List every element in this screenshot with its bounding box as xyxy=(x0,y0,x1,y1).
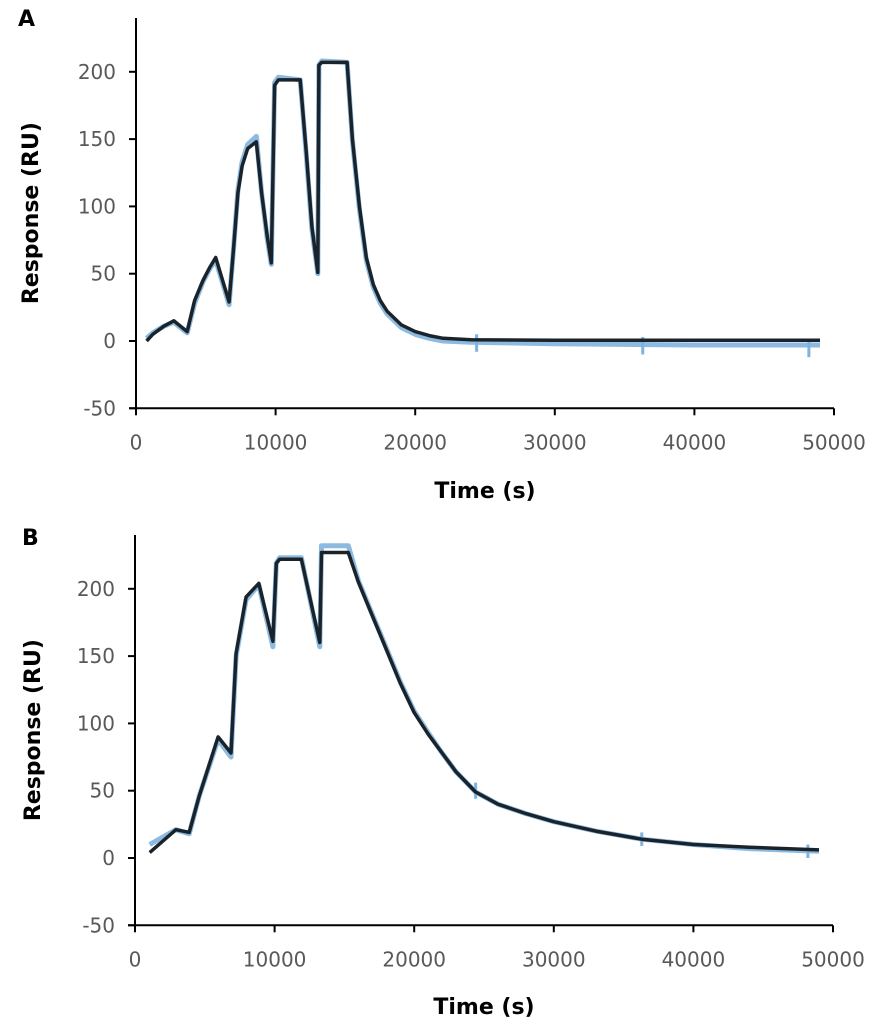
x-tick-label: 40000 xyxy=(662,947,726,971)
y-tick-label: 200 xyxy=(77,577,115,601)
y-tick-label: 100 xyxy=(77,711,115,735)
x-tick-label: 40000 xyxy=(663,430,727,454)
x-tick-label: 20000 xyxy=(382,947,446,971)
fit-series-line xyxy=(145,60,820,343)
y-tick-label: 0 xyxy=(102,846,115,870)
y-tick-label: 100 xyxy=(78,194,116,218)
x-axis-title: Time (s) xyxy=(433,995,534,1020)
x-tick-label: 10000 xyxy=(243,947,307,971)
x-tick-label: 30000 xyxy=(523,430,587,454)
y-tick-label: -50 xyxy=(82,913,115,937)
y-axis-title: Response (RU) xyxy=(21,639,46,821)
x-tick-label: 0 xyxy=(129,947,142,971)
x-tick-label: 50000 xyxy=(802,430,866,454)
y-tick-label: 150 xyxy=(78,127,116,151)
panel-a: A -50 0 50 100 150 200 0 10000 20000 30000 40000 500… xyxy=(18,7,866,504)
y-tick-label: 50 xyxy=(91,262,116,286)
x-tick-label: 50000 xyxy=(801,947,865,971)
y-tick-label: 50 xyxy=(90,779,115,803)
panel-label: B xyxy=(22,526,39,551)
panel-b: B -50 0 50 100 150 200 0 10000 20000 30000 40000 500… xyxy=(21,526,865,1020)
x-tick-label: 30000 xyxy=(522,947,586,971)
fit-series-line xyxy=(148,550,820,854)
y-axis-title: Response (RU) xyxy=(19,122,44,304)
x-axis-title: Time (s) xyxy=(434,479,535,504)
y-tick-label: -50 xyxy=(83,396,116,420)
x-tick-label: 20000 xyxy=(383,430,447,454)
x-tick-label: 0 xyxy=(130,430,143,454)
x-tick-label: 10000 xyxy=(244,430,308,454)
measured-series-line xyxy=(144,58,820,348)
y-tick-label: 200 xyxy=(78,60,116,84)
y-tick-label: 150 xyxy=(77,644,115,668)
y-tick-label: 0 xyxy=(103,329,116,353)
panel-label: A xyxy=(18,7,35,32)
